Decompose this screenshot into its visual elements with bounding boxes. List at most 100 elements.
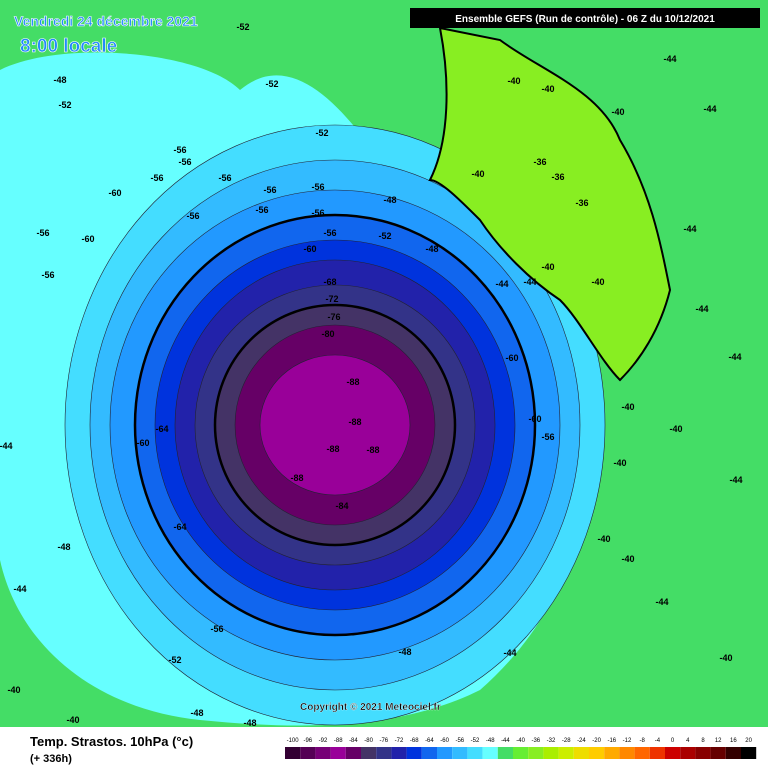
contour-label: -40 bbox=[541, 84, 554, 94]
legend-swatch bbox=[406, 747, 422, 759]
legend-label: -96 bbox=[303, 738, 312, 744]
legend-swatch bbox=[421, 747, 437, 759]
contour-label: -44 bbox=[0, 441, 13, 451]
legend-label: -80 bbox=[364, 738, 373, 744]
contour-label: -44 bbox=[728, 352, 741, 362]
contour-label: -60 bbox=[81, 234, 94, 244]
legend-label: -36 bbox=[531, 738, 540, 744]
contour-label: -88 bbox=[348, 417, 361, 427]
contour-label: -40 bbox=[471, 169, 484, 179]
contour-label: -60 bbox=[505, 353, 518, 363]
contour-label: -56 bbox=[311, 208, 324, 218]
legend-label: -100 bbox=[287, 738, 300, 744]
warm-region bbox=[428, 26, 672, 382]
contour-label: -40 bbox=[66, 715, 79, 725]
legend-label: -68 bbox=[410, 738, 419, 744]
legend-swatch bbox=[482, 747, 498, 759]
legend-swatch bbox=[573, 747, 589, 759]
legend-swatch bbox=[513, 747, 529, 759]
lead-time: (+ 336h) bbox=[30, 753, 72, 765]
legend-label: -28 bbox=[562, 738, 571, 744]
contour-label: -40 bbox=[613, 458, 626, 468]
color-legend: -100 -96 -92 -88 -84 -80 -76 -72 -68 -64 -60 -56 -52… bbox=[285, 738, 757, 759]
contour-label: -36 bbox=[551, 172, 564, 182]
contour-label: -56 bbox=[311, 182, 324, 192]
legend-swatch bbox=[391, 747, 407, 759]
legend-label: 4 bbox=[686, 738, 690, 744]
legend-swatch bbox=[589, 747, 605, 759]
legend-swatch bbox=[361, 747, 377, 759]
contour-label: -84 bbox=[335, 501, 348, 511]
contour-label: -64 bbox=[173, 522, 186, 532]
legend-swatch bbox=[452, 747, 468, 759]
legend-label: 12 bbox=[715, 738, 722, 744]
contour-label: -36 bbox=[533, 157, 546, 167]
contour-band bbox=[259, 354, 411, 496]
legend-swatch bbox=[528, 747, 544, 759]
legend-label: -24 bbox=[577, 738, 586, 744]
legend-label: 8 bbox=[701, 738, 705, 744]
contour-label: -56 bbox=[150, 173, 163, 183]
contour-label: -88 bbox=[290, 473, 303, 483]
legend-label: -12 bbox=[623, 738, 632, 744]
contour-label: -52 bbox=[378, 231, 391, 241]
legend-swatch bbox=[437, 747, 453, 759]
contour-labels: -52-48 -52-52-52-56-56-60-56 -56-56 -56-48-… bbox=[0, 22, 743, 728]
contour-label: -52 bbox=[315, 128, 328, 138]
contour-label: -88 bbox=[346, 377, 359, 387]
legend-label: -56 bbox=[455, 738, 464, 744]
contour-label: -56 bbox=[541, 432, 554, 442]
copyright: Copyright © 2021 Meteociel.fr bbox=[300, 702, 441, 713]
contour-label: -48 bbox=[53, 75, 66, 85]
contour-label: -40 bbox=[597, 534, 610, 544]
contour-label: -72 bbox=[325, 294, 338, 304]
temperature-contours bbox=[64, 124, 606, 726]
run-info: Ensemble GEFS (Run de contrôle) - 06 Z d… bbox=[455, 14, 715, 25]
contour-label: -80 bbox=[321, 329, 334, 339]
legend-label: 20 bbox=[745, 738, 752, 744]
legend-label: -92 bbox=[319, 738, 328, 744]
legend-swatch bbox=[330, 747, 346, 759]
contour-label: -40 bbox=[611, 107, 624, 117]
contour-label: -60 bbox=[528, 414, 541, 424]
legend-swatch bbox=[285, 747, 301, 759]
legend-swatch bbox=[345, 747, 361, 759]
legend-label: -44 bbox=[501, 738, 510, 744]
contour-label: -56 bbox=[255, 205, 268, 215]
contour-label: -40 bbox=[669, 424, 682, 434]
contour-label: -40 bbox=[621, 554, 634, 564]
contour-label: -52 bbox=[265, 79, 278, 89]
legend-swatch bbox=[376, 747, 392, 759]
contour-label: -56 bbox=[210, 624, 223, 634]
header-band bbox=[410, 8, 760, 28]
local-time: 8:00 locale bbox=[20, 36, 117, 57]
contour-label: -44 bbox=[703, 104, 716, 114]
legend-swatch bbox=[680, 747, 696, 759]
contour-label: -56 bbox=[323, 228, 336, 238]
contour-label: -88 bbox=[326, 444, 339, 454]
contour-label: -48 bbox=[190, 708, 203, 718]
contour-label: -56 bbox=[186, 211, 199, 221]
legend-swatch bbox=[710, 747, 726, 759]
date: Vendredi 24 décembre 2021 bbox=[14, 13, 198, 29]
legend-swatch bbox=[300, 747, 316, 759]
contour-label: -44 bbox=[655, 597, 668, 607]
contour-label: -76 bbox=[327, 312, 340, 322]
contour-label: -56 bbox=[178, 157, 191, 167]
contour-label: -40 bbox=[719, 653, 732, 663]
legend-label: -52 bbox=[471, 738, 480, 744]
legend-label: -32 bbox=[547, 738, 556, 744]
legend-label: 0 bbox=[671, 738, 675, 744]
legend-swatch bbox=[665, 747, 681, 759]
contour-label: -56 bbox=[263, 185, 276, 195]
contour-label: -44 bbox=[683, 224, 696, 234]
legend-label: -4 bbox=[655, 738, 661, 744]
contour-label: -52 bbox=[168, 655, 181, 665]
legend-label: -60 bbox=[440, 738, 449, 744]
contour-label: -40 bbox=[507, 76, 520, 86]
contour-label: -64 bbox=[155, 424, 168, 434]
contour-label: -44 bbox=[729, 475, 742, 485]
legend-swatch bbox=[619, 747, 635, 759]
